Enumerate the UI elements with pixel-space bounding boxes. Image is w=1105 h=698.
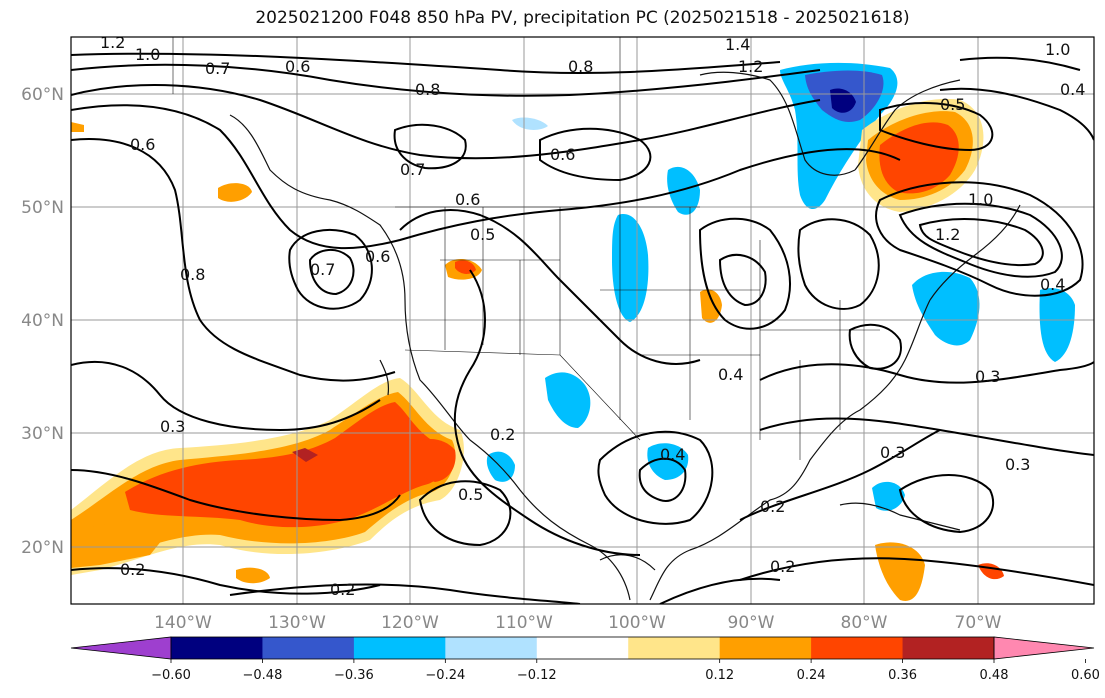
contour-label: 0.7 (205, 59, 230, 78)
shade-orange-tail (71, 520, 170, 568)
contour-label: 0.7 (310, 260, 335, 279)
lat-label-40: 40°N (21, 311, 64, 331)
contour-label: 0.8 (415, 80, 440, 99)
lat-label-60: 60°N (21, 85, 64, 105)
colorbar-extend-high (993, 636, 1095, 660)
colorbar-segment (445, 637, 538, 659)
shade-blue-texas (545, 372, 591, 428)
shade-darkred-pacific (292, 448, 318, 462)
contour-label: 0.4 (1060, 80, 1085, 99)
colorbar-tick-label: −0.12 (517, 668, 557, 683)
contour-label: 0.5 (458, 485, 483, 504)
contour-label: 0.4 (1040, 275, 1065, 294)
contour-label: 0.6 (130, 135, 155, 154)
colorbar-segment (811, 637, 904, 659)
lat-label-20: 20°N (21, 538, 64, 558)
contour-label: 0.3 (975, 367, 1000, 386)
colorbar-tick-label: −0.48 (243, 668, 283, 683)
plot-frame (70, 36, 1095, 605)
colorbar (70, 636, 1095, 660)
lon-label-130: 130°W (268, 613, 326, 633)
colorbar-segment (262, 637, 355, 659)
shade-blue-gulf (647, 443, 689, 480)
political-borders (172, 37, 880, 460)
colorbar-segment (628, 637, 721, 659)
contour-label: 1.2 (935, 225, 960, 244)
colorbar-segment (536, 637, 629, 659)
contour-label: 1.4 (725, 35, 750, 54)
colorbar-tick-label: 0.12 (705, 668, 734, 683)
contour-label: 0.4 (660, 445, 685, 464)
lon-label-140: 140°W (154, 613, 212, 633)
contour-label: 0.8 (180, 265, 205, 284)
colorbar-tick-label: −0.36 (334, 668, 374, 683)
contour-label: 1.2 (738, 57, 763, 76)
longitude-labels: 140°W 130°W 120°W 110°W 100°W 90°W 80°W … (154, 613, 1002, 633)
colorbar-outline (170, 636, 995, 660)
contour-label: 0.3 (880, 443, 905, 462)
lon-label-80: 80°W (841, 613, 888, 633)
contour-label: 0.6 (365, 247, 390, 266)
shade-orange-missouri (700, 289, 722, 323)
contour-label: 1.2 (100, 33, 125, 52)
contour-label: 0.5 (940, 95, 965, 114)
colorbar-segment (353, 637, 446, 659)
map-title: 2025021200 F048 850 hPa PV, precipitatio… (255, 8, 910, 28)
contour-label: 0.2 (760, 497, 785, 516)
shade-blue-atlantic (1039, 288, 1075, 362)
lon-label-120: 120°W (381, 613, 439, 633)
pv-contours (71, 52, 1094, 604)
contour-label: 1.0 (1045, 40, 1070, 59)
shade-blue-great-plains (612, 214, 649, 322)
lat-label-50: 50°N (21, 198, 64, 218)
colorbar-segment (902, 637, 995, 659)
shade-orange-bc (218, 183, 252, 202)
shade-red-pacific-north (411, 438, 456, 482)
colorbar-extend-low (70, 636, 172, 660)
contour-label: 0.4 (718, 365, 743, 384)
contour-labels: 1.2 1.0 0.7 0.6 0.8 1.4 1.2 1.0 0.8 0.6 0.7 0.6 0.5 0… (100, 33, 1085, 599)
latitude-labels: 60°N 50°N 40°N 30°N 20°N (21, 85, 64, 558)
contour-label: 0.8 (568, 57, 593, 76)
shade-darkblue-hudson (830, 88, 856, 113)
colorbar-tick-label: −0.24 (425, 668, 465, 683)
shade-blue-great-lakes (667, 166, 700, 215)
shade-orange-caribbean (875, 542, 925, 601)
colorbar-segment (171, 637, 263, 659)
contour-label: 0.5 (470, 225, 495, 244)
shade-orange-north-pac (71, 122, 84, 132)
contour-label: 1.0 (968, 190, 993, 209)
colorbar-tick-label: 0.60 (1071, 668, 1100, 683)
lon-label-90: 90°W (728, 613, 775, 633)
contour-label: 0.7 (400, 160, 425, 179)
colorbar-segment (719, 637, 812, 659)
contour-label: 0.2 (490, 425, 515, 444)
coastlines (229, 71, 1021, 601)
colorbar-ticks: −0.60 −0.48 −0.36 −0.24 −0.12 0.12 0.24 0.36 0.4… (151, 659, 1100, 683)
shade-lightblue-north (512, 117, 548, 130)
contour-label: 0.2 (770, 557, 795, 576)
contour-label: 0.6 (285, 57, 310, 76)
lon-label-70: 70°W (955, 613, 1002, 633)
shade-blue-eastcoast (912, 271, 980, 346)
contour-label: 1.0 (135, 45, 160, 64)
colorbar-tick-label: 0.24 (797, 668, 826, 683)
shade-red-labrador (879, 122, 959, 194)
contour-label: 0.3 (160, 417, 185, 436)
colorbar-tick-label: 0.36 (888, 668, 917, 683)
contour-label: 0.3 (1005, 455, 1030, 474)
contour-label: 0.6 (550, 145, 575, 164)
contour-label: 0.2 (330, 580, 355, 599)
contour-label: 0.2 (120, 560, 145, 579)
shading-layer (71, 62, 1075, 601)
shade-blue-cuba (872, 481, 905, 511)
shade-orange-gulf-of-ca (236, 567, 270, 584)
lon-label-100: 100°W (608, 613, 666, 633)
lat-label-30: 30°N (21, 424, 64, 444)
colorbar-tick-label: −0.60 (151, 668, 191, 683)
lon-label-110: 110°W (495, 613, 553, 633)
colorbar-tick-label: 0.48 (980, 668, 1009, 683)
contour-label: 0.6 (455, 190, 480, 209)
